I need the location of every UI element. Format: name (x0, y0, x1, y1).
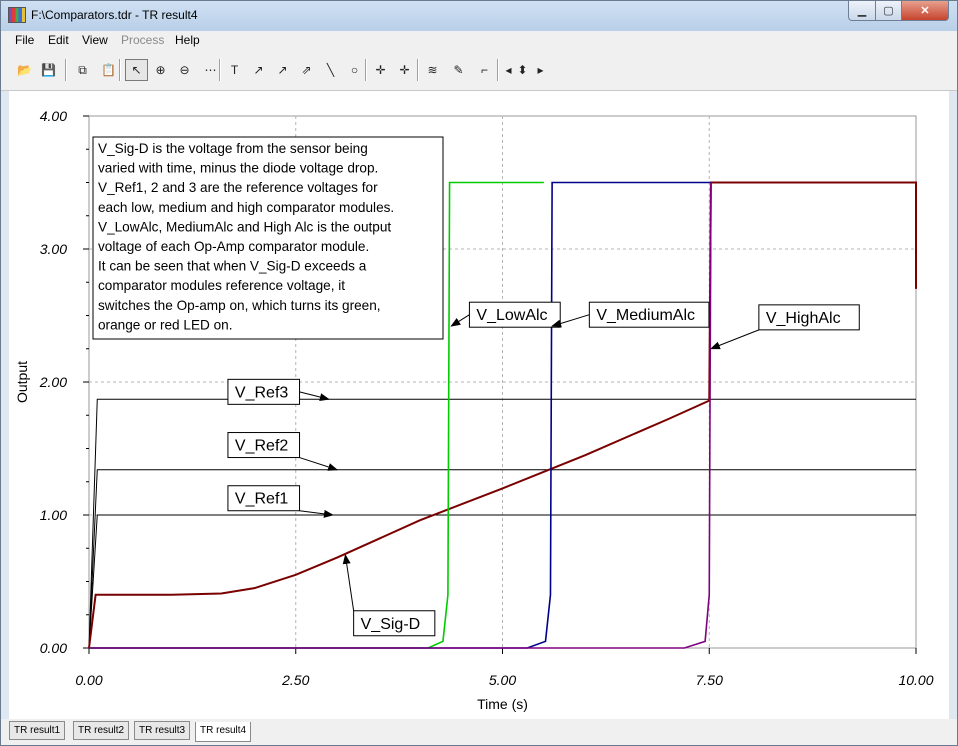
series-label-v-ref2: V_Ref2 (235, 438, 288, 455)
label-arrow (551, 314, 590, 328)
minimize-button[interactable]: ▁ (848, 1, 876, 21)
title-bar[interactable]: F:\Comparators.tdr - TR result4 ▁ ▢ ✕ (1, 1, 957, 31)
zoom-in-icon[interactable]: ⊕ (155, 63, 166, 77)
grid-icon[interactable]: ⋯ (204, 63, 217, 77)
left-arrow-icon[interactable]: ◂ (505, 63, 512, 77)
toolbar-separator (365, 59, 367, 81)
open-icon[interactable]: 📂 (17, 63, 32, 77)
window-title: F:\Comparators.tdr - TR result4 (31, 8, 198, 22)
y-tick-label: 2.00 (39, 374, 67, 390)
menu-file[interactable]: File (15, 33, 35, 47)
menu-bar: File Edit View Process Help (1, 31, 957, 51)
annotation-line: voltage of each Op-Amp comparator module… (98, 239, 369, 254)
annotation-line: varied with time, minus the diode voltag… (98, 161, 378, 176)
y-tick-label: 0.00 (40, 640, 67, 656)
label-box (227, 432, 301, 459)
x-tick-label: 0.00 (75, 672, 102, 688)
series-label-v-ref3: V_Ref3 (235, 384, 288, 401)
series-label-v-sig-d: V_Sig-D (361, 616, 421, 633)
label-arrow (299, 457, 339, 471)
series-line-v-ref1 (88, 514, 916, 649)
y-tick-label: 4.00 (40, 108, 67, 124)
maximize-button[interactable]: ▢ (875, 1, 902, 21)
annotation-line: switches the Op-amp on, which turns its … (98, 298, 381, 313)
circle-tool-icon[interactable]: ○ (350, 63, 359, 77)
label-box (588, 301, 710, 328)
app-icon (8, 7, 26, 23)
probe-icon[interactable]: ✎ (453, 63, 464, 77)
series-label-v-lowalc: V_LowAlc (476, 307, 547, 324)
x-tick-label: 5.00 (489, 672, 516, 688)
step-icon[interactable]: ⌐ (480, 63, 488, 77)
label-line-icon[interactable]: ⇗ (301, 63, 312, 77)
result-tabs: TR result1 TR result2 TR result3 TR resu… (1, 719, 957, 745)
series-label-v-highalc: V_HighAlc (766, 310, 841, 327)
save-icon[interactable]: 💾 (41, 63, 56, 77)
label-arrow (342, 553, 355, 611)
toolbar-separator (219, 59, 221, 81)
cursor-b-icon[interactable]: ✛ (399, 63, 410, 77)
toolbar-separator (119, 59, 121, 81)
close-button[interactable]: ✕ (901, 1, 949, 21)
y-axis-label: Output (14, 361, 30, 403)
pointer-icon[interactable]: ↖ (125, 59, 148, 81)
series-label-v-ref1: V_Ref1 (235, 491, 288, 508)
label-box (227, 378, 301, 405)
tab-tr-result3[interactable]: TR result3 (134, 721, 191, 740)
x-tick-label: 2.50 (281, 672, 309, 688)
annotation-line: comparator modules reference voltage, it (98, 278, 345, 293)
plot-area[interactable]: 0.00 1.00 2.00 3.00 4.00 0.00 2.50 5.00 7.50 10.0… (9, 91, 949, 719)
label-box (758, 304, 860, 331)
annotation-line: It can be seen that when V_Sig-D exceeds… (98, 259, 367, 274)
zoom-100-icon[interactable]: ⊖ (179, 63, 190, 77)
toolbar: 📂 💾 ⧉ 📋 ↖ ⊕ ⊖ ⋯ T ↗ ↗ ⇗ ╲ ○ ✛ ✛ ≋ ✎ ⌐ ◂ ⬍ ▸ (1, 51, 957, 91)
tab-tr-result2[interactable]: TR result2 (73, 721, 130, 740)
text-tool-icon[interactable]: T (230, 63, 239, 77)
annotation-line: each low, medium and high comparator mod… (98, 200, 394, 215)
up-down-arrow-icon[interactable]: ⬍ (517, 63, 528, 77)
annotation-line: V_Sig-D is the voltage from the sensor b… (98, 141, 368, 156)
paste-icon[interactable]: 📋 (101, 63, 116, 77)
chart-svg[interactable]: 0.00 1.00 2.00 3.00 4.00 0.00 2.50 5.00 7.50 10.0… (9, 91, 949, 719)
toolbar-separator (417, 59, 419, 81)
menu-help[interactable]: Help (175, 33, 200, 47)
line-tool-icon[interactable]: ╲ (326, 63, 335, 77)
y-tick-label: 1.00 (40, 507, 67, 523)
x-tick-label: 7.50 (696, 672, 723, 688)
series-line-v-ref3 (88, 398, 916, 649)
label-arrow (299, 391, 330, 401)
toolbar-separator (497, 59, 499, 81)
menu-view[interactable]: View (82, 33, 108, 47)
copy-icon[interactable]: ⧉ (78, 62, 87, 77)
right-arrow-icon[interactable]: ▸ (537, 63, 544, 77)
menu-edit[interactable]: Edit (48, 33, 69, 47)
label-box (227, 485, 301, 512)
x-axis-label: Time (s) (477, 696, 528, 712)
annotation-line: V_Ref1, 2 and 3 are the reference voltag… (98, 180, 378, 195)
series-label-v-mediumalc: V_MediumAlc (596, 307, 695, 324)
label-arrow-icon[interactable]: ↗ (253, 63, 264, 77)
tab-tr-result1[interactable]: TR result1 (9, 721, 66, 740)
label-arrow (299, 509, 334, 518)
label-arrow (709, 329, 760, 350)
label-curve-icon[interactable]: ↗ (277, 63, 288, 77)
cursor-a-icon[interactable]: ✛ (375, 63, 386, 77)
curves-icon[interactable]: ≋ (427, 63, 438, 77)
label-arrow (450, 314, 470, 327)
series-line-v-highalc (89, 182, 712, 649)
label-box (468, 301, 561, 328)
label-box (353, 610, 436, 637)
tab-tr-result4[interactable]: TR result4 (195, 722, 252, 742)
annotation-box (92, 136, 444, 340)
annotation-line: V_LowAlc, MediumAlc and High Alc is the … (98, 219, 391, 234)
annotation-line: orange or red LED on. (98, 317, 233, 332)
menu-process[interactable]: Process (121, 33, 165, 47)
x-tick-label: 10.00 (898, 672, 933, 688)
toolbar-separator (65, 59, 67, 81)
series-line-v-ref2 (88, 469, 916, 649)
y-tick-label: 3.00 (40, 241, 67, 257)
